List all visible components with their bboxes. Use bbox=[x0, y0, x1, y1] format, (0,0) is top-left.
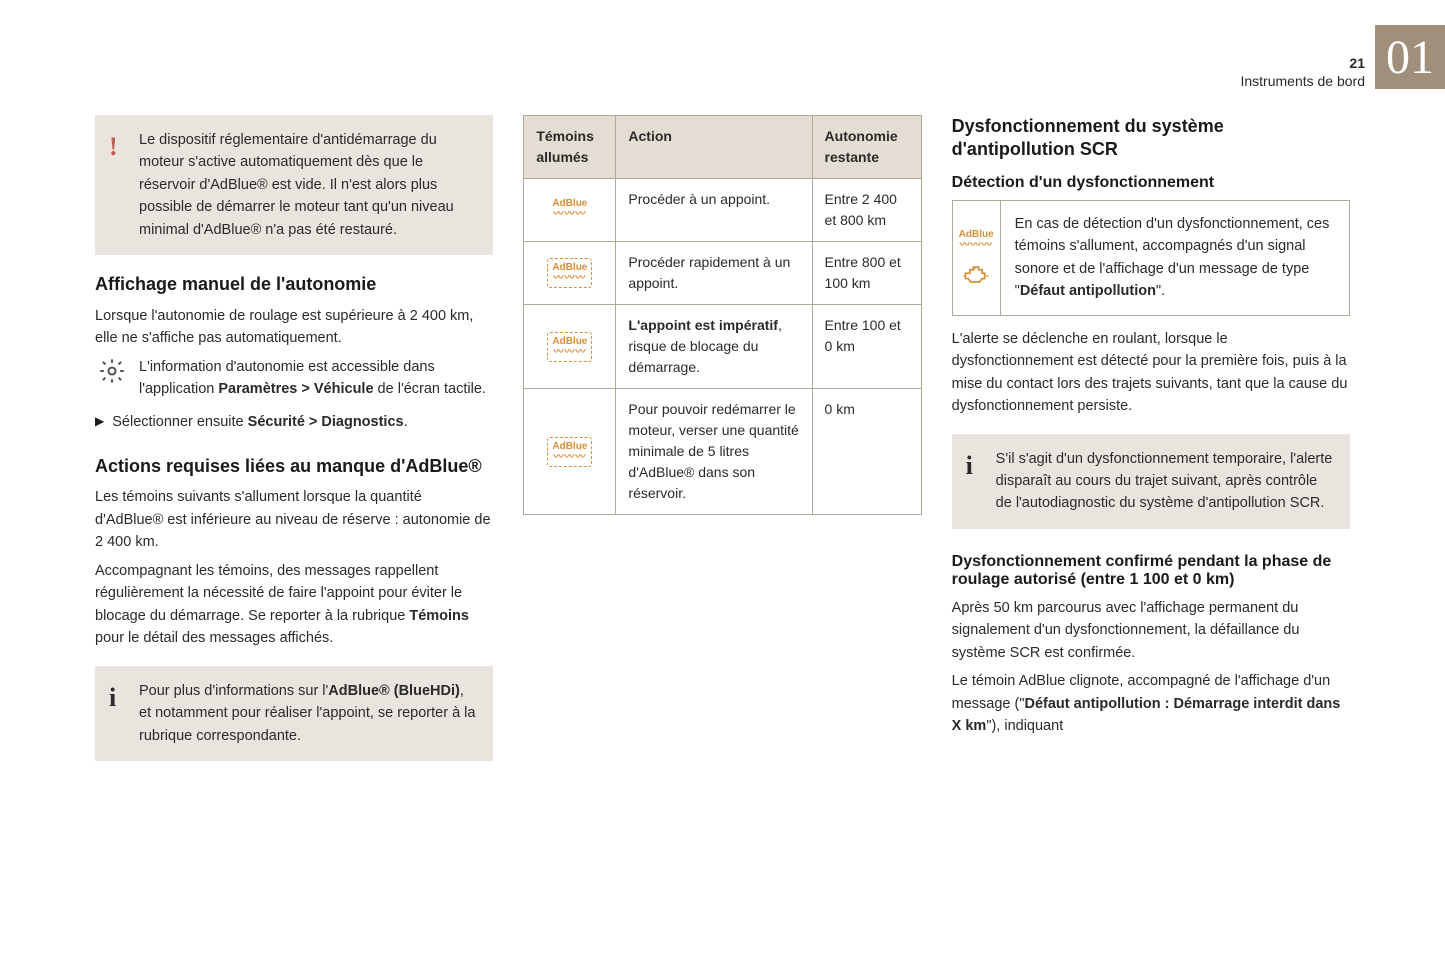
heading-detection: Détection d'un dysfonctionnement bbox=[952, 174, 1350, 192]
th-range: Autonomie restante bbox=[812, 116, 921, 179]
cell-action: Procéder rapidement à un appoint. bbox=[616, 242, 812, 305]
info-note-adblue: i Pour plus d'informations sur l'AdBlue®… bbox=[95, 666, 493, 761]
adblue-indicator-icon: AdBlue〰〰〰 bbox=[552, 198, 587, 220]
detection-text: En cas de détection d'un dysfonctionneme… bbox=[1001, 201, 1349, 315]
heading-manual-display: Affichage manuel de l'autonomie bbox=[95, 273, 493, 296]
bullet-text: Sélectionner ensuite Sécurité > Diagnost… bbox=[112, 411, 407, 433]
cell-range: 0 km bbox=[812, 389, 921, 515]
column-right: Dysfonctionnement du système d'antipollu… bbox=[952, 115, 1350, 904]
heading-scr-malfunction: Dysfonctionnement du système d'antipollu… bbox=[952, 115, 1350, 162]
bullet-diagnostics: ▶ Sélectionner ensuite Sécurité > Diagno… bbox=[95, 411, 493, 439]
info-text: Pour plus d'informations sur l'AdBlue® (… bbox=[139, 683, 475, 744]
section-title: Instruments de bord bbox=[1240, 73, 1365, 89]
detection-icons: AdBlue〰〰〰 bbox=[953, 201, 1001, 315]
confirmed-para-2: Le témoin AdBlue clignote, accompagné de… bbox=[952, 670, 1350, 737]
page-header-text: 21 Instruments de bord bbox=[1240, 25, 1375, 89]
cell-action: Pour pouvoir redémarrer le moteur, verse… bbox=[616, 389, 812, 515]
table-header-row: Témoins allumés Action Autonomie restant… bbox=[524, 116, 921, 179]
cell-indicator: AdBlue〰〰〰 bbox=[524, 389, 616, 515]
actions-para-2: Accompagnant les témoins, des messages r… bbox=[95, 560, 493, 650]
warning-text: Le dispositif réglementaire d'antidémarr… bbox=[139, 132, 454, 238]
actions-para-1: Les témoins suivants s'allument lorsque … bbox=[95, 486, 493, 553]
th-indicators: Témoins allumés bbox=[524, 116, 616, 179]
page-number: 21 bbox=[1240, 55, 1365, 71]
detection-box: AdBlue〰〰〰 En cas de détection d'un dysfo… bbox=[952, 200, 1350, 316]
page-header: 21 Instruments de bord 01 bbox=[1240, 25, 1445, 89]
table-row: AdBlue〰〰〰 L'appoint est impératif, risqu… bbox=[524, 305, 921, 389]
confirmed-para-1: Après 50 km parcourus avec l'affichage p… bbox=[952, 597, 1350, 664]
chapter-badge: 01 bbox=[1375, 25, 1445, 89]
info-note-temp: i S'il s'agit d'un dysfonctionnement tem… bbox=[952, 434, 1350, 529]
cell-range: Entre 100 et 0 km bbox=[812, 305, 921, 389]
table-row: AdBlue〰〰〰 Pour pouvoir redémarrer le mot… bbox=[524, 389, 921, 515]
warning-note: ! Le dispositif réglementaire d'antidéma… bbox=[95, 115, 493, 255]
alert-para: L'alerte se déclenche en roulant, lorsqu… bbox=[952, 328, 1350, 418]
table-row: AdBlue〰〰〰 Procéder rapidement à un appoi… bbox=[524, 242, 921, 305]
adblue-indicator-flash-icon: AdBlue〰〰〰 bbox=[547, 332, 592, 362]
adblue-indicator-flash-icon: AdBlue〰〰〰 bbox=[547, 437, 592, 467]
heading-confirmed: Dysfonctionnement confirmé pendant la ph… bbox=[952, 553, 1350, 589]
th-action: Action bbox=[616, 116, 812, 179]
gear-icon bbox=[95, 354, 129, 388]
cell-indicator: AdBlue〰〰〰 bbox=[524, 305, 616, 389]
gear-info-line: L'information d'autonomie est accessible… bbox=[95, 356, 493, 407]
info-icon: i bbox=[109, 678, 116, 718]
heading-actions: Actions requises liées au manque d'AdBlu… bbox=[95, 455, 493, 478]
triangle-bullet-icon: ▶ bbox=[95, 414, 104, 439]
info-temp-text: S'il s'agit d'un dysfonctionnement tempo… bbox=[996, 451, 1333, 512]
cell-action: L'appoint est impératif, risque de bloca… bbox=[616, 305, 812, 389]
engine-icon bbox=[962, 263, 990, 287]
manual-para-1: Lorsque l'autonomie de roulage est supér… bbox=[95, 305, 493, 350]
cell-action: Procéder à un appoint. bbox=[616, 179, 812, 242]
cell-indicator: AdBlue〰〰〰 bbox=[524, 179, 616, 242]
column-left: ! Le dispositif réglementaire d'antidéma… bbox=[95, 115, 493, 904]
cell-range: Entre 2 400 et 800 km bbox=[812, 179, 921, 242]
adblue-indicator-icon: AdBlue〰〰〰 bbox=[959, 229, 994, 251]
adblue-indicator-flash-icon: AdBlue〰〰〰 bbox=[547, 258, 592, 288]
adblue-table: Témoins allumés Action Autonomie restant… bbox=[523, 115, 921, 515]
content-columns: ! Le dispositif réglementaire d'antidéma… bbox=[95, 115, 1350, 904]
cell-indicator: AdBlue〰〰〰 bbox=[524, 242, 616, 305]
column-middle: Témoins allumés Action Autonomie restant… bbox=[523, 115, 921, 904]
exclamation-icon: ! bbox=[109, 127, 118, 167]
cell-range: Entre 800 et 100 km bbox=[812, 242, 921, 305]
table-row: AdBlue〰〰〰 Procéder à un appoint. Entre 2… bbox=[524, 179, 921, 242]
info-icon: i bbox=[966, 446, 973, 486]
gear-text: L'information d'autonomie est accessible… bbox=[139, 356, 493, 401]
